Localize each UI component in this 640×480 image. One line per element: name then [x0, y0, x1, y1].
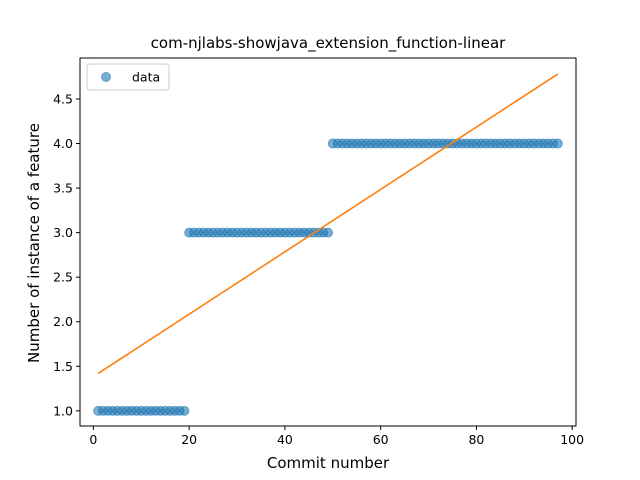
- y-tick-label: 1.0: [53, 403, 73, 418]
- y-axis: 1.0 1.5 2.0 2.5 3.0 3.5 4.0 4.5: [53, 91, 80, 418]
- x-tick-label: 80: [468, 432, 484, 447]
- legend-marker-data: [101, 72, 111, 82]
- data-point: [323, 227, 333, 238]
- legend-label-data: data: [132, 70, 160, 85]
- x-tick-label: 60: [373, 432, 389, 447]
- legend: data: [86, 63, 170, 91]
- data-point: [552, 138, 563, 149]
- y-tick-label: 3.0: [53, 225, 73, 240]
- chart-title: com-njlabs-showjava_extension_function-l…: [151, 34, 507, 53]
- x-axis: 0 20 40 60 80 100: [89, 426, 584, 447]
- x-tick-label: 100: [560, 432, 584, 447]
- y-tick-label: 4.0: [53, 136, 73, 151]
- plot-area: [79, 57, 577, 427]
- scatter-series-data: [93, 138, 563, 416]
- legend-box: [86, 63, 170, 91]
- y-tick-label: 4.5: [53, 91, 73, 106]
- x-axis-label: Commit number: [267, 454, 390, 472]
- data-point: [179, 405, 190, 416]
- fit-line: [97, 73, 559, 375]
- y-axis-label: Number of instance of a feature: [25, 123, 43, 363]
- y-tick-label: 2.5: [53, 270, 73, 285]
- y-tick-label: 3.5: [53, 181, 73, 196]
- x-tick-label: 0: [89, 432, 97, 447]
- x-tick-label: 40: [277, 432, 293, 447]
- axes-frame: [79, 57, 577, 427]
- x-tick-label: 20: [181, 432, 197, 447]
- y-tick-label: 1.5: [53, 359, 73, 374]
- y-tick-label: 2.0: [53, 314, 73, 329]
